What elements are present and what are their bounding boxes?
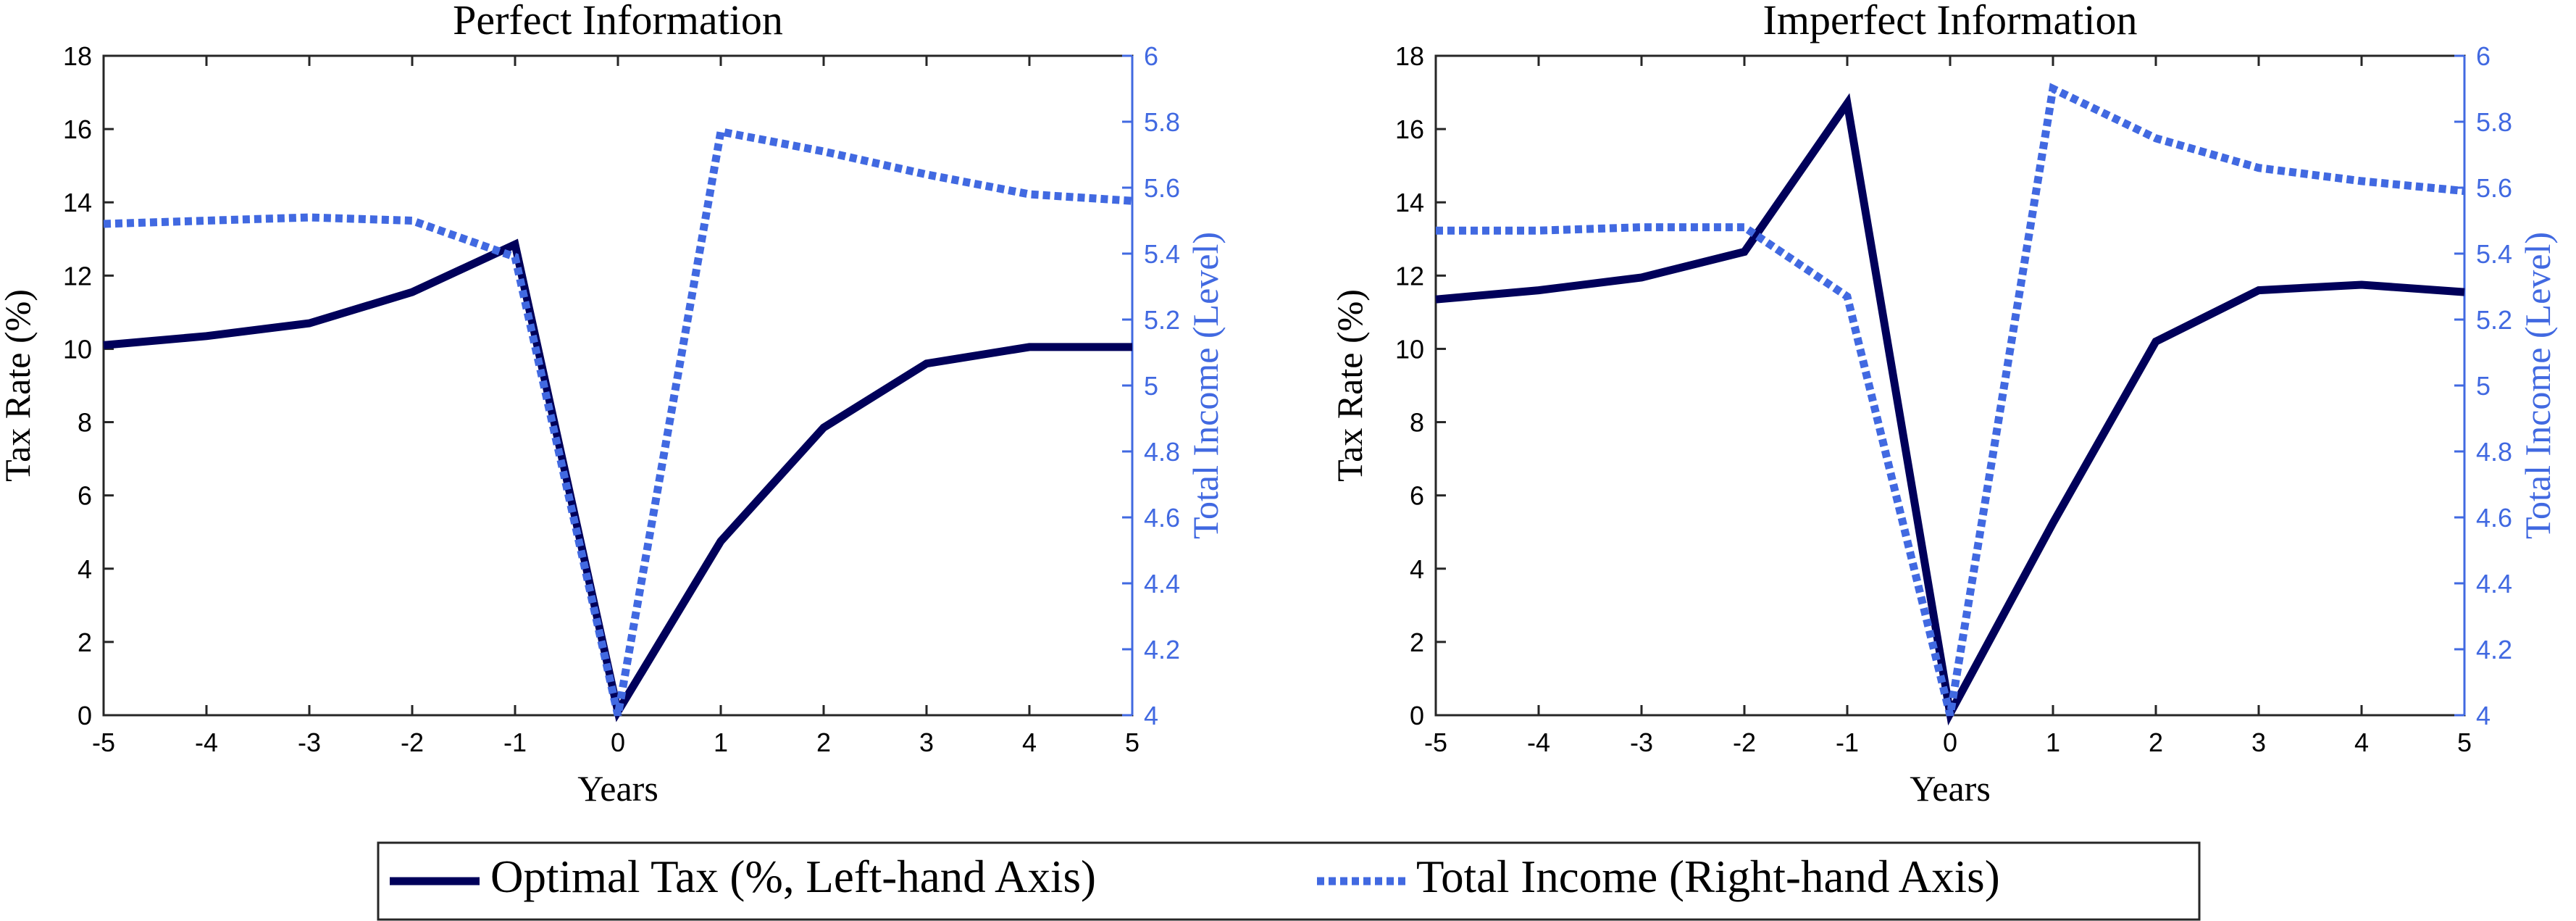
y2-tick-label: 4 bbox=[2476, 701, 2491, 730]
y-tick-label: 14 bbox=[63, 188, 92, 217]
panel-2-optimal-tax-line bbox=[1435, 93, 2465, 726]
y2-tick-label: 4.6 bbox=[1144, 503, 1180, 533]
x-tick-label: 1 bbox=[2046, 728, 2060, 757]
panel-2-total-income-line bbox=[1436, 83, 2465, 717]
y-tick-label: 18 bbox=[1395, 41, 1424, 71]
y2-tick-label: 5.4 bbox=[1144, 239, 1180, 269]
y2-tick-label: 4 bbox=[1144, 701, 1158, 730]
y2-tick-label: 4.2 bbox=[2476, 635, 2512, 664]
panel-2-x-axis-label: Years bbox=[1910, 768, 1991, 809]
y2-tick-label: 4.2 bbox=[1144, 635, 1180, 664]
panel-2: -5 -4 -3 -2 -1 0 1 2 3 4 502468101214161844.24.44.… bbox=[1329, 0, 2558, 809]
panel-2-title: Imperfect Information bbox=[1763, 0, 2138, 43]
panel-1-y2-axis-label: Total Income (Level) bbox=[1185, 232, 1226, 539]
panel-1-optimal-tax-line bbox=[103, 238, 1132, 722]
y-tick-label: 10 bbox=[63, 334, 92, 364]
y2-tick-label: 5 bbox=[2476, 371, 2491, 401]
y2-tick-label: 4.8 bbox=[1144, 437, 1180, 467]
y2-tick-label: 5 bbox=[1144, 371, 1158, 401]
y2-tick-label: 6 bbox=[1144, 41, 1158, 71]
x-tick-label: 4 bbox=[2354, 728, 2369, 757]
y-tick-label: 4 bbox=[1410, 554, 1424, 584]
panel-2-y-axis-label: Tax Rate (%) bbox=[1329, 289, 1370, 482]
y2-tick-label: 5.6 bbox=[1144, 173, 1180, 203]
x-tick-label: -3 bbox=[1630, 728, 1653, 757]
x-tick-label: -1 bbox=[503, 728, 527, 757]
x-tick-label: 0 bbox=[611, 728, 625, 757]
y-tick-label: 16 bbox=[1395, 114, 1424, 144]
y-tick-label: 8 bbox=[78, 408, 92, 438]
y-tick-label: 2 bbox=[1410, 628, 1424, 657]
x-tick-label: -4 bbox=[195, 728, 218, 757]
y2-tick-label: 5.6 bbox=[2476, 173, 2512, 203]
x-tick-label: 4 bbox=[1022, 728, 1037, 757]
x-tick-label: 0 bbox=[1943, 728, 1957, 757]
x-tick-label: -5 bbox=[92, 728, 115, 757]
y-tick-label: 18 bbox=[63, 41, 92, 71]
y2-tick-label: 6 bbox=[2476, 41, 2491, 71]
y-tick-label: 0 bbox=[1410, 701, 1424, 730]
y-tick-label: 4 bbox=[78, 554, 92, 584]
panel-2-plot-frame bbox=[1434, 54, 2466, 717]
y2-tick-label: 5.8 bbox=[2476, 107, 2512, 137]
chart-panels: -5 -4 -3 -2 -1 0 1 2 3 4 502468101214161844.24.44.… bbox=[0, 0, 2558, 809]
x-tick-label: 3 bbox=[919, 728, 934, 757]
panel-1-plot-frame bbox=[102, 54, 1134, 717]
x-tick-label: -2 bbox=[1733, 728, 1756, 757]
legend-tax-label: Optimal Tax (%, Left-hand Axis) bbox=[490, 851, 1096, 902]
legend-box bbox=[377, 841, 2201, 921]
y-tick-label: 10 bbox=[1395, 334, 1424, 364]
y-tick-label: 8 bbox=[1410, 408, 1424, 438]
x-tick-label: -1 bbox=[1836, 728, 1859, 757]
x-tick-label: 3 bbox=[2251, 728, 2266, 757]
y-tick-label: 16 bbox=[63, 114, 92, 144]
panel-1-y-axis-label: Tax Rate (%) bbox=[0, 289, 38, 482]
y2-tick-label: 5.4 bbox=[2476, 239, 2512, 269]
legend-income-label: Total Income (Right-hand Axis) bbox=[1416, 851, 2000, 902]
x-tick-label: -4 bbox=[1527, 728, 1550, 757]
y-tick-label: 6 bbox=[1410, 481, 1424, 511]
legend: Optimal Tax (%, Left-hand Axis) Total In… bbox=[377, 841, 2201, 921]
x-tick-label: 2 bbox=[816, 728, 831, 757]
x-tick-label: -3 bbox=[298, 728, 321, 757]
y-tick-label: 14 bbox=[1395, 188, 1424, 217]
y-tick-label: 12 bbox=[1395, 261, 1424, 291]
y2-tick-label: 4.8 bbox=[2476, 437, 2512, 467]
panel-1: -5 -4 -3 -2 -1 0 1 2 3 4 502468101214161844.24.44.… bbox=[0, 0, 1226, 809]
panel-2-y2-axis-label: Total Income (Level) bbox=[2517, 232, 2558, 539]
x-tick-label: 5 bbox=[1125, 728, 1139, 757]
y2-tick-label: 4.4 bbox=[2476, 569, 2512, 599]
y-tick-label: 6 bbox=[78, 481, 92, 511]
y-tick-label: 12 bbox=[63, 261, 92, 291]
x-tick-label: -5 bbox=[1424, 728, 1447, 757]
panel-1-total-income-line bbox=[103, 127, 1133, 717]
x-tick-label: 1 bbox=[714, 728, 728, 757]
y2-tick-label: 4.4 bbox=[1144, 569, 1180, 599]
x-tick-label: 2 bbox=[2149, 728, 2163, 757]
y-tick-label: 2 bbox=[78, 628, 92, 657]
panel-1-title: Perfect Information bbox=[453, 0, 783, 43]
y-tick-label: 0 bbox=[78, 701, 92, 730]
x-tick-label: -2 bbox=[401, 728, 424, 757]
panel-1-x-axis-label: Years bbox=[577, 768, 658, 809]
x-tick-label: 5 bbox=[2457, 728, 2472, 757]
y2-tick-label: 5.2 bbox=[2476, 305, 2512, 335]
y2-tick-label: 4.6 bbox=[2476, 503, 2512, 533]
y2-tick-label: 5.8 bbox=[1144, 107, 1180, 137]
y2-tick-label: 5.2 bbox=[1144, 305, 1180, 335]
